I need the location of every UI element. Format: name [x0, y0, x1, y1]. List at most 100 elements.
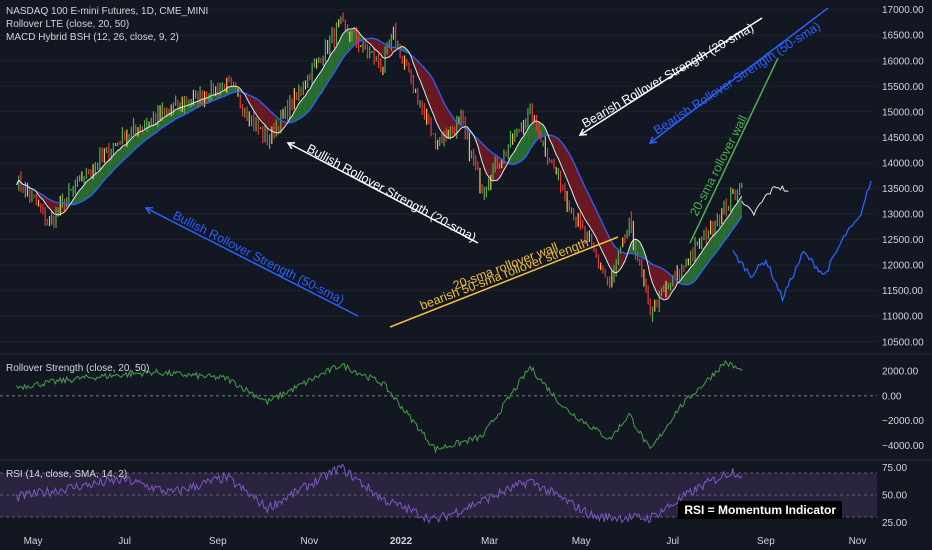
main-y-tick-label: 12000.00 — [882, 261, 924, 272]
bear-cloud-segment — [269, 110, 272, 132]
annotation-label: bearish 50-sma rollover strength — [418, 235, 590, 312]
bull-cloud-segment — [340, 33, 344, 62]
x-tick-label: Nov — [849, 536, 867, 547]
bull-cloud-segment — [712, 233, 716, 257]
bull-cloud-segment — [697, 255, 700, 279]
bear-cloud-segment — [49, 199, 52, 211]
rsi-y-tick-label: 75.00 — [882, 463, 907, 474]
sma50-projection — [732, 180, 872, 303]
bull-cloud-segment — [298, 100, 302, 119]
bull-cloud-segment — [303, 95, 306, 117]
main-y-tick-label: 15000.00 — [882, 107, 924, 118]
x-tick-label: Nov — [300, 536, 318, 547]
bear-cloud-segment — [650, 262, 653, 284]
bull-cloud-segment — [728, 213, 731, 236]
bull-cloud-segment — [721, 222, 725, 245]
annotation-arrow-line — [579, 17, 763, 136]
main-y-tick-label: 16500.00 — [882, 31, 924, 42]
bull-cloud-segment — [692, 261, 696, 283]
bull-cloud-segment — [153, 124, 156, 135]
bull-cloud-segment — [120, 146, 123, 164]
bull-cloud-segment — [320, 68, 324, 94]
bear-cloud-segment — [247, 94, 250, 104]
bull-cloud-segment — [175, 108, 178, 120]
bull-cloud-segment — [222, 90, 225, 97]
bear-cloud-segment — [558, 139, 561, 164]
annotation-arrowhead — [648, 136, 658, 144]
bear-cloud-segment — [551, 135, 555, 150]
bear-cloud-segment — [267, 108, 270, 130]
bear-cloud-segment — [611, 241, 615, 273]
bull-cloud-segment — [706, 242, 709, 266]
bull-cloud-segment — [81, 184, 85, 202]
bull-cloud-segment — [309, 84, 313, 110]
rsi-y-tick-label: 50.00 — [882, 491, 907, 502]
bull-cloud-segment — [343, 31, 346, 59]
rsi-line — [16, 463, 743, 525]
bear-cloud-segment — [607, 233, 610, 267]
bull-cloud-segment — [104, 162, 107, 181]
bull-cloud-segment — [332, 50, 335, 76]
bear-cloud-segment — [441, 98, 445, 135]
bear-cloud-segment — [562, 143, 565, 175]
bull-cloud-segment — [719, 225, 722, 248]
bull-cloud-segment — [512, 150, 515, 165]
bull-cloud-segment — [115, 150, 118, 168]
sma50-line — [15, 37, 743, 286]
annotation-arrowhead — [144, 207, 154, 215]
bull-cloud-segment — [301, 97, 304, 118]
strength-y-tick-label: −4000.00 — [882, 441, 924, 452]
bear-cloud-segment — [253, 97, 257, 115]
legend-rollover-lte[interactable]: Rollover LTE (close, 20, 50) — [6, 19, 130, 30]
bull-cloud-segment — [530, 123, 533, 150]
main-y-tick-label: 10500.00 — [882, 337, 924, 348]
bull-cloud-segment — [77, 190, 80, 204]
bull-cloud-segment — [289, 116, 293, 123]
bear-cloud-segment — [51, 200, 54, 214]
bull-cloud-segment — [314, 77, 317, 104]
bull-cloud-segment — [686, 270, 689, 285]
annotation-arrow-line — [649, 7, 829, 144]
main-y-tick-label: 12500.00 — [882, 235, 924, 246]
bear-cloud-segment — [380, 41, 383, 58]
legend-rsi[interactable]: RSI (14, close, SMA, 14, 2) — [6, 469, 128, 480]
bear-cloud-segment — [376, 39, 379, 53]
main-y-tick-label: 11000.00 — [882, 312, 923, 323]
sma20-projection — [741, 185, 789, 217]
bear-cloud-segment — [420, 63, 423, 86]
bull-cloud-segment — [99, 167, 103, 186]
strength-legend: Rollover Strength (close, 20, 50) — [6, 362, 149, 375]
x-tick-label: Jul — [666, 536, 679, 547]
bear-cloud-segment — [591, 200, 594, 234]
bear-cloud-segment — [578, 172, 581, 211]
main-y-tick-label: 16000.00 — [882, 56, 924, 67]
legend-rollover-strength[interactable]: Rollover Strength (close, 20, 50) — [6, 363, 150, 374]
bear-cloud-segment — [571, 157, 574, 197]
strength-y-tick-label: 2000.00 — [882, 366, 919, 377]
annotation-label: Bullish Rollover Strength (20-sma) — [305, 141, 479, 244]
main-legend: NASDAQ 100 E-mini Futures, 1D, CME_MINI … — [6, 5, 208, 44]
bull-cloud-segment — [122, 144, 125, 162]
bear-cloud-segment — [422, 65, 425, 92]
annotation-label: Bullish Rollover Strength (50-sma) — [171, 208, 347, 307]
legend-macd-hybrid[interactable]: MACD Hybrid BSH (12, 26, close, 9, 2) — [6, 32, 179, 43]
bull-cloud-segment — [95, 172, 98, 192]
bear-cloud-segment — [620, 251, 623, 269]
legend-title[interactable]: NASDAQ 100 E-mini Futures, 1D, CME_MINI — [6, 6, 209, 17]
bear-cloud-segment — [569, 153, 572, 191]
strength-y-tick-label: −2000.00 — [882, 416, 924, 427]
bull-cloud-segment — [316, 74, 319, 100]
bull-cloud-segment — [514, 146, 517, 165]
bull-cloud-segment — [329, 52, 333, 80]
bull-cloud-segment — [129, 138, 132, 156]
main-y-tick-label: 15500.00 — [882, 82, 924, 93]
annotation-arrow-line — [287, 142, 479, 244]
bull-cloud-segment — [318, 71, 321, 97]
bull-cloud-segment — [683, 273, 687, 285]
bull-cloud-segment — [292, 111, 295, 123]
bull-cloud-segment — [84, 181, 87, 201]
bear-cloud-segment — [428, 73, 432, 110]
bull-cloud-segment — [724, 219, 727, 242]
bear-cloud-segment — [426, 70, 429, 104]
